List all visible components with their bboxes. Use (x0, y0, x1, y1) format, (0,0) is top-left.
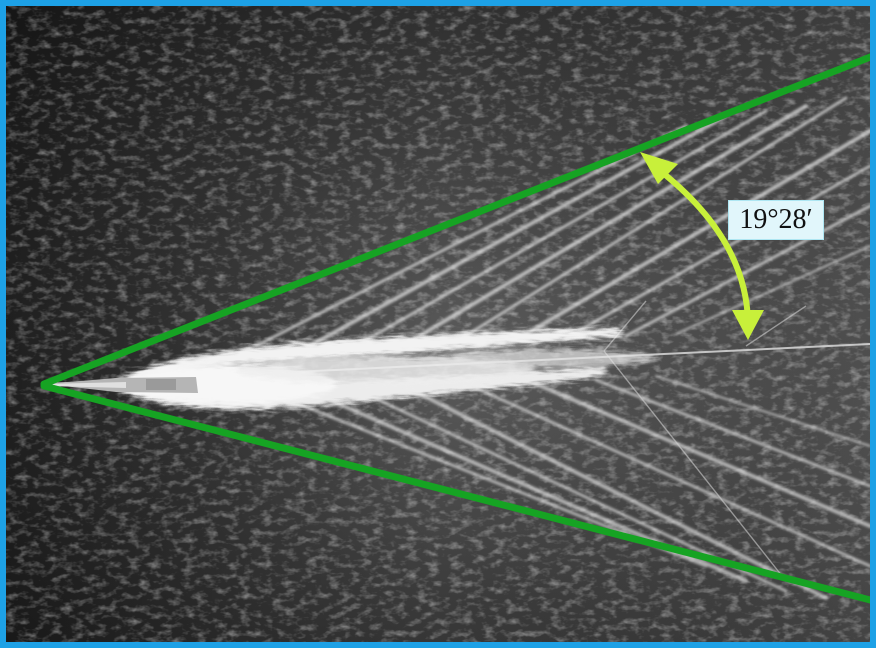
ship (46, 377, 198, 393)
wake-waves-upper (254, 96, 870, 350)
wake-boundary-lines (40, 53, 870, 604)
ship-wake-photo (6, 6, 870, 642)
wake-waves-lower (264, 375, 870, 600)
upper-boundary-line (40, 53, 870, 388)
double-headed-arc-arrow-icon (640, 152, 764, 340)
angle-label: 19°28′ (728, 200, 824, 240)
transverse-waves (603, 300, 807, 582)
foam-wake (116, 328, 656, 410)
lower-boundary-line (40, 382, 870, 604)
